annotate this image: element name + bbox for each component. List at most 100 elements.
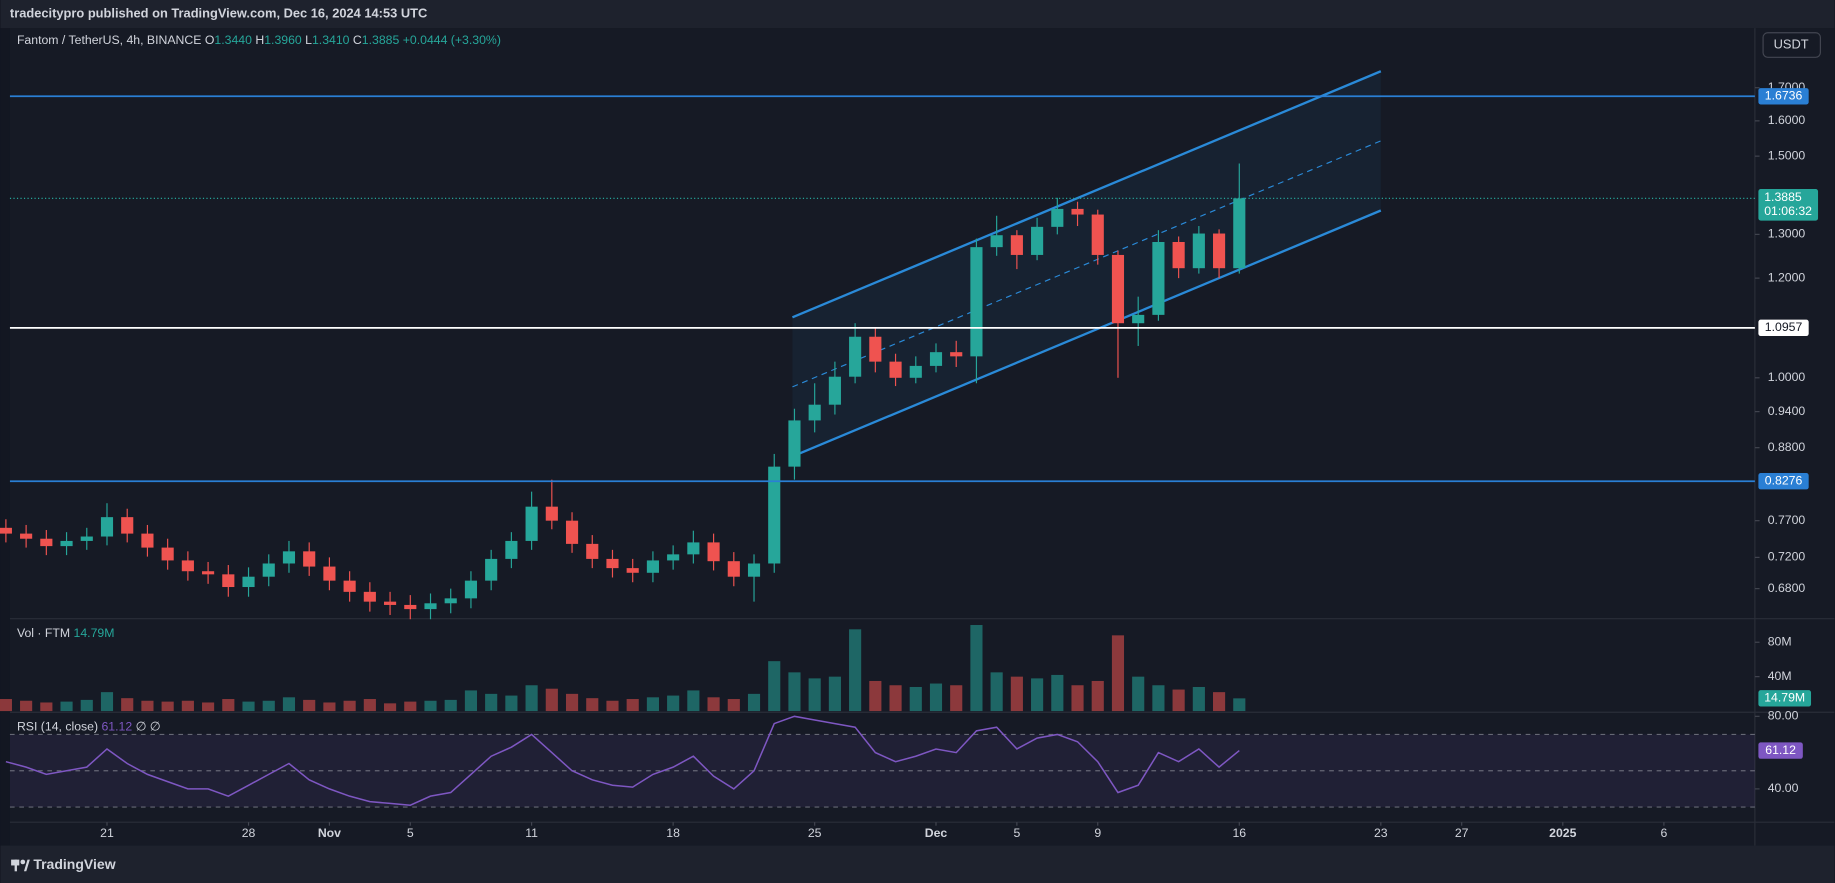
volume-bar	[869, 680, 882, 712]
y-tick-label: 80.00	[1768, 709, 1799, 723]
volume-bar	[646, 697, 659, 712]
candle-body	[889, 361, 902, 378]
volume-bar	[950, 685, 963, 712]
level-label-box	[1758, 319, 1809, 337]
candle-body	[181, 560, 194, 572]
x-tick-label: 2025	[1549, 826, 1576, 840]
candle-body	[929, 352, 943, 366]
candle-body	[1051, 208, 1064, 227]
candle-body	[222, 574, 235, 588]
volume-bar	[788, 672, 801, 712]
volume-bar	[20, 700, 33, 712]
level-label: 0.8276	[1765, 473, 1803, 487]
candle-body	[849, 336, 862, 377]
y-tick-label: 80M	[1768, 634, 1792, 648]
candle-body	[687, 542, 700, 555]
x-tick-label: 11	[525, 826, 538, 840]
candle-body	[40, 538, 53, 547]
volume-legend: Vol · FTM 14.79M	[17, 626, 115, 640]
candle-body	[282, 551, 296, 564]
price-plot	[0, 70, 1382, 620]
volume-bar	[889, 685, 902, 712]
brand-logo	[11, 859, 30, 872]
price-legend: Fantom / TetherUS, 4h, BINANCE O1.3440 H…	[17, 33, 501, 47]
volume-bar	[970, 625, 983, 712]
volume-bar	[323, 702, 336, 712]
y-tick-label: 1.3000	[1768, 227, 1806, 241]
candle-body	[747, 563, 761, 577]
volume-bar	[808, 678, 821, 712]
volume-bar	[505, 695, 518, 712]
volume-bar	[1091, 680, 1104, 712]
candle-body	[1152, 241, 1165, 315]
candle-body	[141, 533, 154, 548]
volume-bar	[444, 699, 457, 712]
rsi-line	[5, 715, 1240, 807]
volume-bar	[1132, 676, 1145, 712]
volume-bar	[464, 690, 478, 712]
volume-bar	[424, 700, 437, 712]
candle-body	[0, 527, 12, 534]
currency-label[interactable]: USDT	[1774, 36, 1809, 51]
countdown-label: 01:06:32	[1764, 204, 1812, 218]
volume-bar	[990, 672, 1003, 712]
brand-name: TradingView	[33, 856, 115, 872]
level-label-box	[1758, 473, 1809, 490]
volume-bar	[909, 686, 922, 712]
y-tick-label: 40M	[1768, 669, 1792, 683]
candle-body	[1111, 254, 1125, 324]
channel-lower	[791, 209, 1382, 458]
volume-bar	[40, 702, 53, 712]
volume-last-label: 14.79M	[1764, 691, 1805, 705]
volume-bar	[768, 661, 781, 712]
candle-body	[363, 591, 376, 602]
y-tick-label: 0.7200	[1768, 550, 1806, 564]
candle-body	[1010, 235, 1023, 255]
candle-body	[667, 554, 680, 561]
volume-bar	[667, 695, 680, 712]
volume-bar	[727, 699, 740, 712]
volume-bar	[1051, 674, 1064, 712]
rsi-legend: RSI (14, close) 61.12 ∅ ∅	[17, 720, 160, 734]
volume-bar	[828, 676, 841, 712]
candle-body	[60, 540, 73, 547]
volume-bar	[242, 701, 255, 712]
candle-body	[242, 576, 255, 588]
volume-bar	[525, 685, 538, 712]
candle-body	[444, 598, 457, 604]
candle-body	[1233, 198, 1246, 269]
rsi-last-box	[1758, 742, 1803, 759]
volume-bar	[1192, 686, 1205, 712]
candle-body	[768, 466, 781, 564]
volume-bar	[202, 702, 215, 712]
volume-bar	[1233, 698, 1246, 712]
candle-body	[828, 376, 841, 405]
volume-bar	[404, 701, 417, 712]
x-tick-label: 23	[1374, 826, 1388, 840]
x-tick-label: Nov	[318, 826, 341, 840]
volume-bar	[626, 699, 639, 712]
y-tick-label: 0.6800	[1768, 581, 1806, 595]
x-tick-label: 6	[1660, 826, 1667, 840]
volume-bar	[929, 683, 943, 712]
candle-body	[202, 571, 215, 575]
candle-body	[100, 517, 114, 537]
last-price-box	[1758, 189, 1819, 221]
candle-body	[1071, 208, 1084, 215]
currency-button[interactable]	[1762, 32, 1821, 58]
last-price-label: 1.3885	[1764, 190, 1802, 204]
level-label: 1.0957	[1765, 320, 1803, 334]
volume-bar	[303, 699, 316, 712]
candle-body	[262, 563, 275, 577]
candle-body	[424, 603, 437, 610]
volume-bar	[707, 697, 720, 712]
x-tick-label: 5	[1013, 826, 1020, 840]
volume-bar	[181, 700, 194, 712]
candle-body	[606, 558, 619, 569]
candle-body	[565, 520, 579, 544]
candle-body	[1091, 214, 1104, 255]
candle-body	[586, 543, 599, 559]
publish-info: tradecitypro published on TradingView.co…	[10, 5, 427, 20]
y-tick-label: 1.0000	[1768, 370, 1806, 384]
